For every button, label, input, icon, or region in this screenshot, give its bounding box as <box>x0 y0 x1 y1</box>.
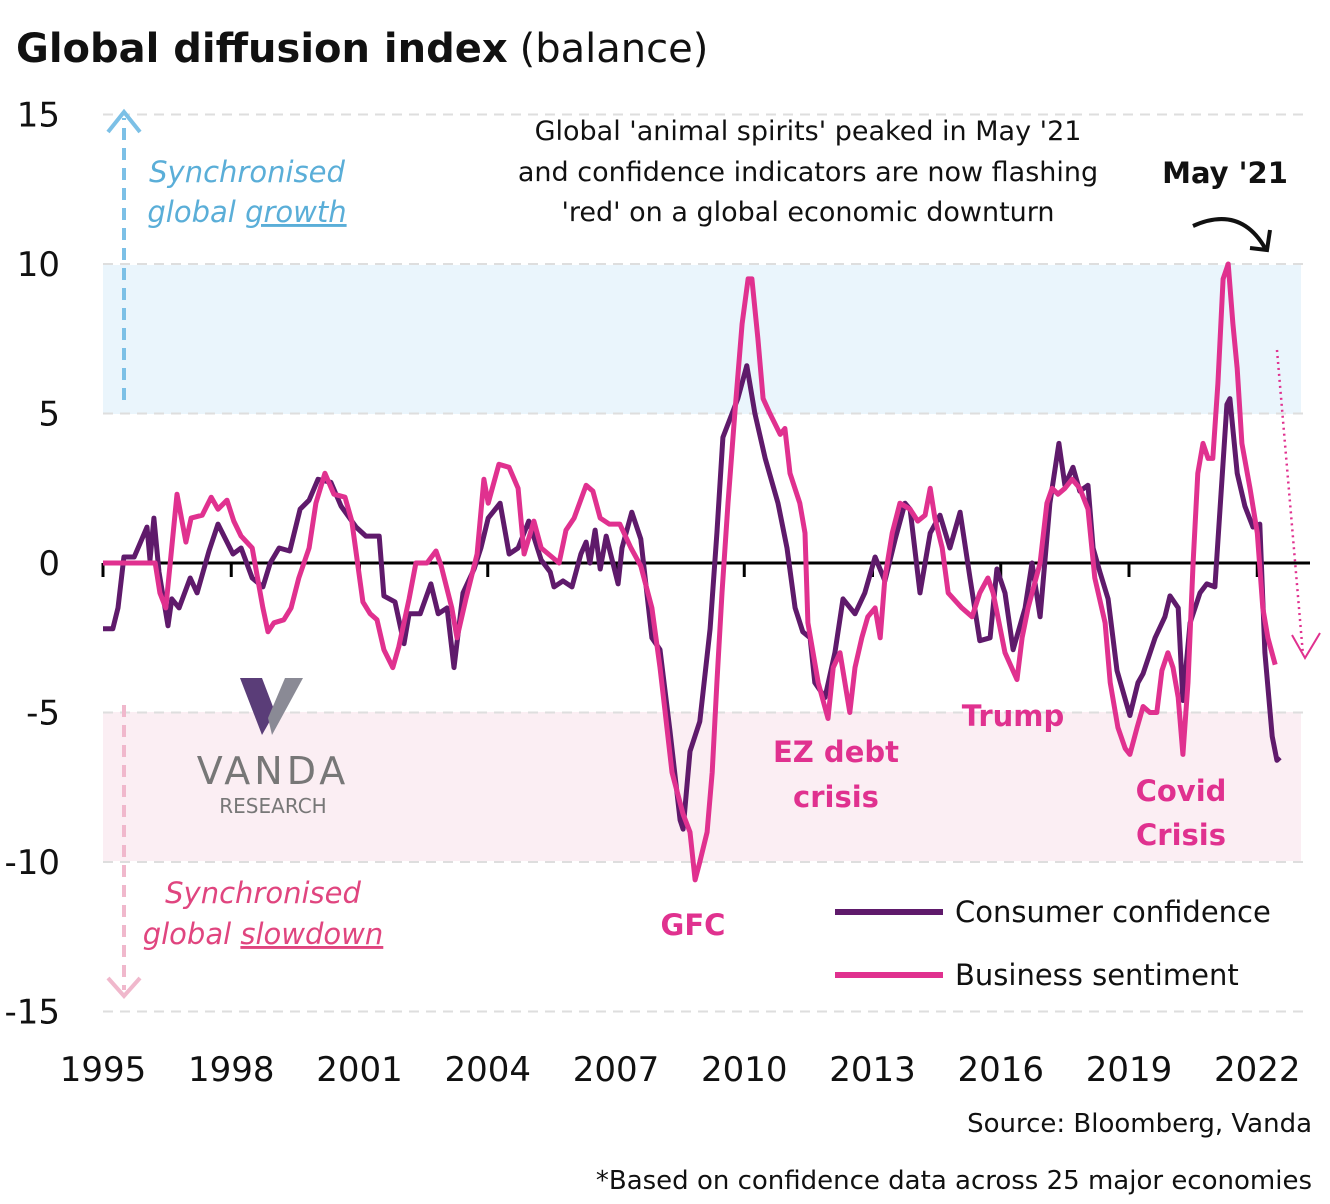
legend-label-consumer: Consumer confidence <box>955 895 1271 929</box>
slowdown-label-2a: global <box>143 917 241 951</box>
y-tick-label: -15 <box>4 993 60 1033</box>
y-tick-label: 5 <box>38 395 60 435</box>
x-tick-label: 2016 <box>957 1050 1044 1090</box>
y-tick-label: -10 <box>4 843 60 883</box>
series-line-business-sentiment <box>103 261 1278 883</box>
footnote: *Based on confidence data across 25 majo… <box>596 1166 1312 1196</box>
event-trump: Trump <box>962 699 1065 733</box>
series-lines <box>103 261 1282 883</box>
event-ez-1: EZ debt <box>773 735 899 769</box>
series-line-consumer-confidence <box>103 363 1282 832</box>
chart-title: Global diffusion index (balance) <box>16 26 708 72</box>
slowdown-label-1: Synchronised <box>165 876 361 910</box>
peak-label: May '21 <box>1162 156 1288 190</box>
growth-label-2b: growth <box>245 195 347 229</box>
y-axis: 15 10 5 0 -5 -10 -15 <box>4 96 60 1033</box>
peak-arrowhead-icon <box>1249 229 1272 253</box>
event-covid-2: Crisis <box>1136 818 1226 852</box>
event-ez-2: crisis <box>793 780 879 814</box>
x-tick-label: 2010 <box>701 1050 788 1090</box>
x-tick-label: 2004 <box>444 1050 531 1090</box>
growth-band <box>103 265 1301 414</box>
downturn-arrowhead-icon <box>1291 632 1321 660</box>
peak-curved-arrow-icon <box>1192 217 1267 250</box>
y-tick-label: -5 <box>26 694 60 734</box>
source-note: Source: Bloomberg, Vanda <box>967 1109 1312 1139</box>
slowdown-band <box>103 712 1301 861</box>
headline-line-2: and confidence indicators are now flashi… <box>518 157 1098 188</box>
headline-line-1: Global 'animal spirits' peaked in May '2… <box>535 116 1082 147</box>
chart-subtitle: (balance) <box>520 26 709 72</box>
slowdown-label-2: global slowdown <box>143 917 384 951</box>
x-tick-label: 1998 <box>188 1050 275 1090</box>
x-axis: 1995 1998 2001 2004 2007 2010 2013 2016 2019 2022 <box>60 561 1310 1090</box>
x-tick-label: 2022 <box>1214 1050 1301 1090</box>
legend: Consumer confidence Business sentiment <box>835 895 1271 992</box>
legend-label-business: Business sentiment <box>955 958 1239 992</box>
y-tick-label: 15 <box>17 96 60 136</box>
growth-label-2a: global <box>147 195 245 229</box>
x-tick-label: 1995 <box>60 1050 147 1090</box>
x-tick-label: 2019 <box>1086 1050 1173 1090</box>
logo-name: VANDA <box>197 749 350 793</box>
growth-label-2: global growth <box>147 195 346 229</box>
headline-line-3: 'red' on a global economic downturn <box>561 197 1054 228</box>
gridlines <box>103 113 1310 1013</box>
x-tick-label: 2001 <box>316 1050 403 1090</box>
event-covid-1: Covid <box>1136 774 1227 808</box>
vanda-logo: VANDA RESEARCH <box>197 678 350 818</box>
x-tick-label: 2007 <box>573 1050 660 1090</box>
logo-sub: RESEARCH <box>219 794 326 818</box>
slowdown-label-2b: slowdown <box>240 917 383 951</box>
y-tick-label: 10 <box>17 245 60 285</box>
x-tick-label: 2013 <box>829 1050 916 1090</box>
growth-arrowhead-icon <box>106 108 142 134</box>
event-gfc: GFC <box>661 908 726 942</box>
growth-label-1: Synchronised <box>149 155 345 189</box>
slowdown-arrowhead-icon <box>106 976 142 1000</box>
y-tick-label: 0 <box>38 544 60 584</box>
chart-title-main: Global diffusion index <box>16 26 508 72</box>
